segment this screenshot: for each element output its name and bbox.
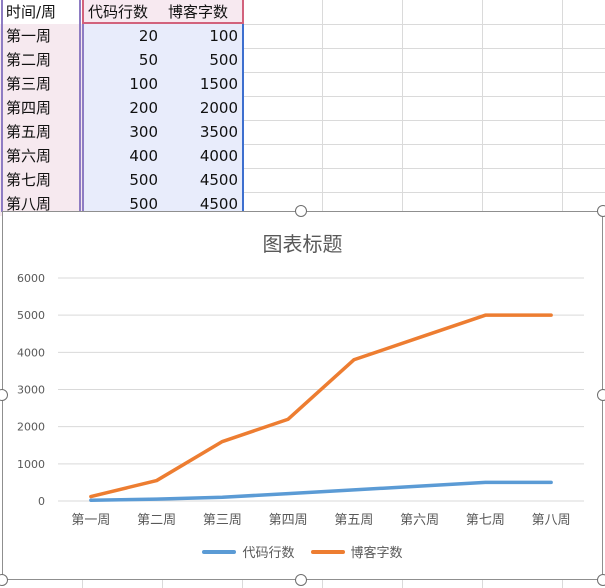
series-line-blog-words[interactable] [89, 313, 553, 499]
blog-words-cell[interactable]: 100 [162, 24, 242, 48]
code-lines-cell[interactable]: 300 [82, 120, 162, 144]
blog-words-cell[interactable]: 500 [162, 48, 242, 72]
plot-area[interactable]: 0 1000 2000 3000 4000 5000 6000 第一周 第二周 第三周 第四周 第五周… [3, 212, 602, 532]
legend-swatch [202, 549, 237, 554]
row-divider [0, 120, 605, 121]
week-cell[interactable]: 第七周 [0, 168, 82, 192]
code-lines-cell[interactable]: 400 [82, 144, 162, 168]
code-lines-cell[interactable]: 200 [82, 96, 162, 120]
week-cell[interactable]: 第六周 [0, 144, 82, 168]
header-cell-week[interactable]: 时间/周 [0, 0, 82, 24]
legend-label: 代码行数 [242, 546, 295, 561]
legend-swatch [310, 549, 345, 554]
row-divider [0, 24, 605, 25]
resize-handle[interactable] [0, 389, 8, 401]
week-cell[interactable]: 第四周 [0, 96, 82, 120]
y-tick-label: 1000 [17, 458, 45, 471]
y-tick-label: 3000 [17, 384, 45, 397]
y-tick-label: 2000 [17, 421, 45, 434]
chart-legend[interactable]: 代码行数 博客字数 [3, 542, 602, 561]
x-tick-label: 第七周 [466, 513, 505, 528]
resize-handle[interactable] [0, 574, 8, 586]
blog-words-cell[interactable]: 3500 [162, 120, 242, 144]
blog-words-cell[interactable]: 4500 [162, 168, 242, 192]
row-divider [0, 168, 605, 169]
row-divider [0, 96, 605, 97]
week-cell[interactable]: 第一周 [0, 24, 82, 48]
week-cell[interactable]: 第三周 [0, 72, 82, 96]
series-line-code-lines[interactable] [89, 480, 553, 503]
row-divider [0, 192, 605, 193]
week-cell[interactable]: 第五周 [0, 120, 82, 144]
row-divider [0, 144, 605, 145]
x-tick-label: 第一周 [71, 513, 110, 528]
x-tick-label: 第二周 [137, 513, 176, 528]
y-tick-label: 4000 [17, 346, 45, 359]
row-divider [0, 48, 605, 49]
legend-item-blog-words[interactable]: 博客字数 [310, 542, 403, 561]
code-lines-cell[interactable]: 20 [82, 24, 162, 48]
resize-handle[interactable] [597, 205, 605, 217]
week-cell[interactable]: 第二周 [0, 48, 82, 72]
blog-words-cell[interactable]: 1500 [162, 72, 242, 96]
line-chart[interactable]: 图表标题 0 1000 2000 3000 4000 5000 6000 第一周 第二周 第三周 第… [2, 211, 603, 580]
resize-handle[interactable] [597, 389, 605, 401]
blog-words-cell[interactable]: 4000 [162, 144, 242, 168]
resize-handle[interactable] [295, 205, 307, 217]
legend-label: 博客字数 [350, 546, 403, 561]
code-lines-cell[interactable]: 50 [82, 48, 162, 72]
blog-words-cell[interactable]: 4500 [162, 192, 242, 216]
code-lines-cell[interactable]: 500 [82, 168, 162, 192]
x-tick-label: 第六周 [400, 513, 439, 528]
header-cell-blog-words[interactable]: 博客字数 [162, 0, 242, 24]
header-cell-code-lines[interactable]: 代码行数 [82, 0, 162, 24]
blog-words-cell[interactable]: 2000 [162, 96, 242, 120]
y-tick-label: 0 [38, 495, 45, 508]
y-tick-label: 6000 [17, 272, 45, 285]
resize-handle[interactable] [295, 574, 307, 586]
x-tick-label: 第五周 [334, 513, 373, 528]
code-lines-cell[interactable]: 100 [82, 72, 162, 96]
resize-handle[interactable] [597, 574, 605, 586]
row-divider [0, 72, 605, 73]
y-tick-label: 5000 [17, 309, 45, 322]
legend-item-code-lines[interactable]: 代码行数 [202, 542, 295, 561]
x-tick-label: 第四周 [269, 513, 308, 528]
x-tick-label: 第三周 [203, 513, 242, 528]
x-tick-label: 第八周 [532, 513, 571, 528]
chart-title[interactable]: 图表标题 [262, 232, 343, 256]
